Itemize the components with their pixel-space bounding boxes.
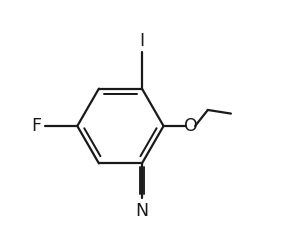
Text: F: F (32, 117, 42, 135)
Text: N: N (135, 202, 148, 220)
Text: I: I (140, 32, 145, 50)
Text: O: O (184, 117, 197, 135)
